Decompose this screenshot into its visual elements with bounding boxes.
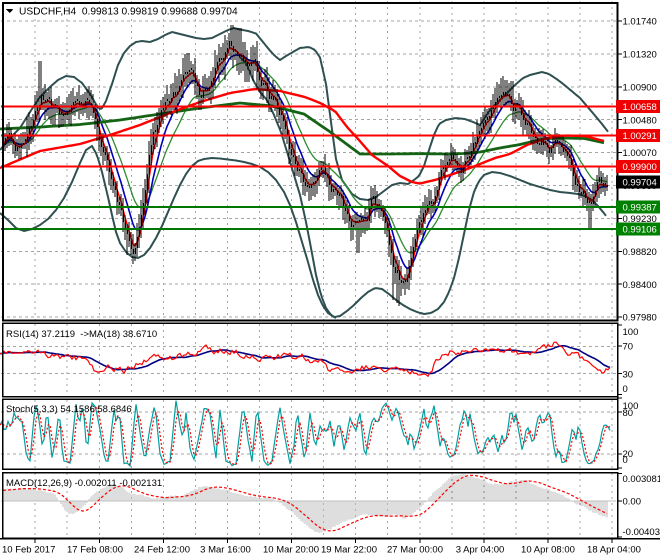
svg-text:100: 100	[623, 401, 639, 412]
svg-text:3 Apr 04:00: 3 Apr 04:00	[456, 545, 505, 556]
svg-text:0.00: 0.00	[623, 497, 642, 508]
svg-text:0.99900: 0.99900	[623, 162, 657, 173]
svg-text:0.99106: 0.99106	[623, 225, 657, 236]
svg-text:0.99230: 0.99230	[623, 214, 657, 225]
svg-text:Stoch(5,3,3) 54.1586 58.6846: Stoch(5,3,3) 54.1586 58.6846	[6, 404, 132, 415]
svg-text:19 Mar 22:00: 19 Mar 22:00	[321, 545, 377, 556]
svg-text:10 Feb 2017: 10 Feb 2017	[2, 545, 55, 556]
svg-text:0.98820: 0.98820	[623, 247, 657, 258]
svg-text:RSI(14) 37.2119 ->MA(18) 38.6: RSI(14) 37.2119 ->MA(18) 38.6710	[6, 329, 157, 340]
svg-text:1.00480: 1.00480	[623, 115, 657, 126]
svg-text:24 Feb 12:00: 24 Feb 12:00	[134, 545, 190, 556]
svg-text:3 Mar 16:00: 3 Mar 16:00	[200, 545, 251, 556]
svg-text:1.00900: 1.00900	[623, 82, 657, 93]
svg-text:0.99387: 0.99387	[623, 202, 657, 213]
svg-text:1.01320: 1.01320	[623, 50, 657, 61]
svg-text:1.00291: 1.00291	[623, 131, 657, 142]
svg-text:0.98400: 0.98400	[623, 280, 657, 291]
svg-text:1.00070: 1.00070	[623, 148, 657, 159]
svg-text:27 Mar 00:00: 27 Mar 00:00	[387, 545, 443, 556]
svg-text:0.97980: 0.97980	[623, 313, 657, 324]
svg-text:10 Apr 08:00: 10 Apr 08:00	[521, 545, 575, 556]
svg-text:70: 70	[623, 341, 634, 352]
svg-text:0.99704: 0.99704	[623, 177, 657, 188]
svg-text:80: 80	[623, 408, 634, 419]
svg-text:18 Apr 04:00: 18 Apr 04:00	[587, 545, 641, 556]
svg-text:0: 0	[623, 455, 628, 466]
svg-text:USDCHF,H4 0.99813 0.99819 0.9: USDCHF,H4 0.99813 0.99819 0.99688 0.9970…	[19, 6, 238, 17]
svg-text:30: 30	[623, 369, 634, 380]
svg-text:1.00658: 1.00658	[623, 102, 657, 113]
svg-text:0.003081: 0.003081	[623, 474, 660, 485]
svg-text:0: 0	[623, 384, 628, 395]
svg-text:MACD(12,26,9) -0.002011 -0.002: MACD(12,26,9) -0.002011 -0.002131	[6, 478, 162, 489]
svg-text:100: 100	[623, 327, 639, 338]
svg-text:1.01740: 1.01740	[623, 17, 657, 28]
svg-text:10 Mar 20:00: 10 Mar 20:00	[263, 545, 319, 556]
svg-text:-0.004036: -0.004036	[623, 527, 660, 538]
svg-text:20: 20	[623, 449, 634, 460]
svg-text:17 Feb 08:00: 17 Feb 08:00	[67, 545, 123, 556]
